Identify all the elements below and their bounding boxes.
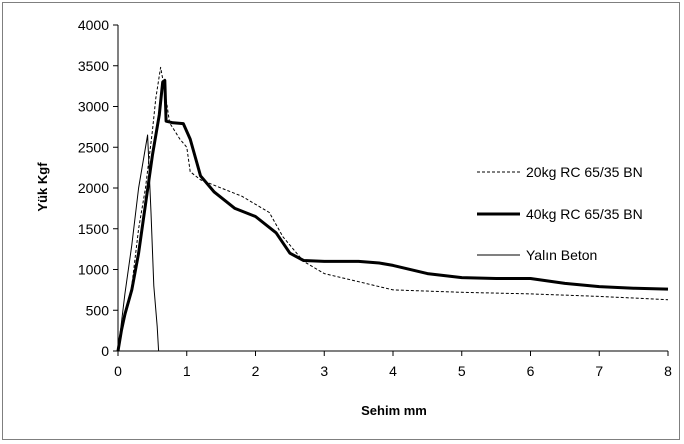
y-axis-title: Yük Kgf [35,162,50,212]
x-tick-label: 3 [320,363,328,379]
y-tick-label: 1500 [78,221,109,237]
chart-frame [2,2,680,440]
y-tick-label: 500 [86,302,110,318]
y-tick-label: 0 [101,343,109,359]
y-tick-label: 4000 [78,17,109,33]
x-tick-label: 6 [527,363,535,379]
x-tick-label: 2 [252,363,260,379]
series-line-2 [116,78,669,352]
y-tick-label: 2000 [78,180,109,196]
y-tick-label: 3500 [78,58,109,74]
y-tick-label: 2500 [78,139,109,155]
x-tick-label: 1 [183,363,191,379]
legend-label-1: 20kg RC 65/35 BN [526,164,643,180]
x-tick-label: 8 [664,363,672,379]
x-axis-title: Sehim mm [361,403,427,418]
x-tick-label: 0 [114,363,122,379]
legend-label-3: Yalın Beton [526,247,597,263]
x-tick-label: 4 [389,363,397,379]
y-axis-ticks: 0 500 1000 1500 2000 2500 3000 3500 4000 [78,17,118,359]
x-tick-label: 5 [458,363,466,379]
y-tick-label: 1000 [78,262,109,278]
legend: 20kg RC 65/35 BN 40kg RC 65/35 BN Yalın Be… [477,164,643,263]
legend-label-2: 40kg RC 65/35 BN [526,206,643,222]
x-axis-ticks: 0 1 2 3 4 5 6 7 8 [114,351,672,379]
series-layer [116,66,669,352]
y-tick-label: 3000 [78,99,109,115]
x-tick-label: 7 [595,363,603,379]
series-line-3 [117,134,160,352]
